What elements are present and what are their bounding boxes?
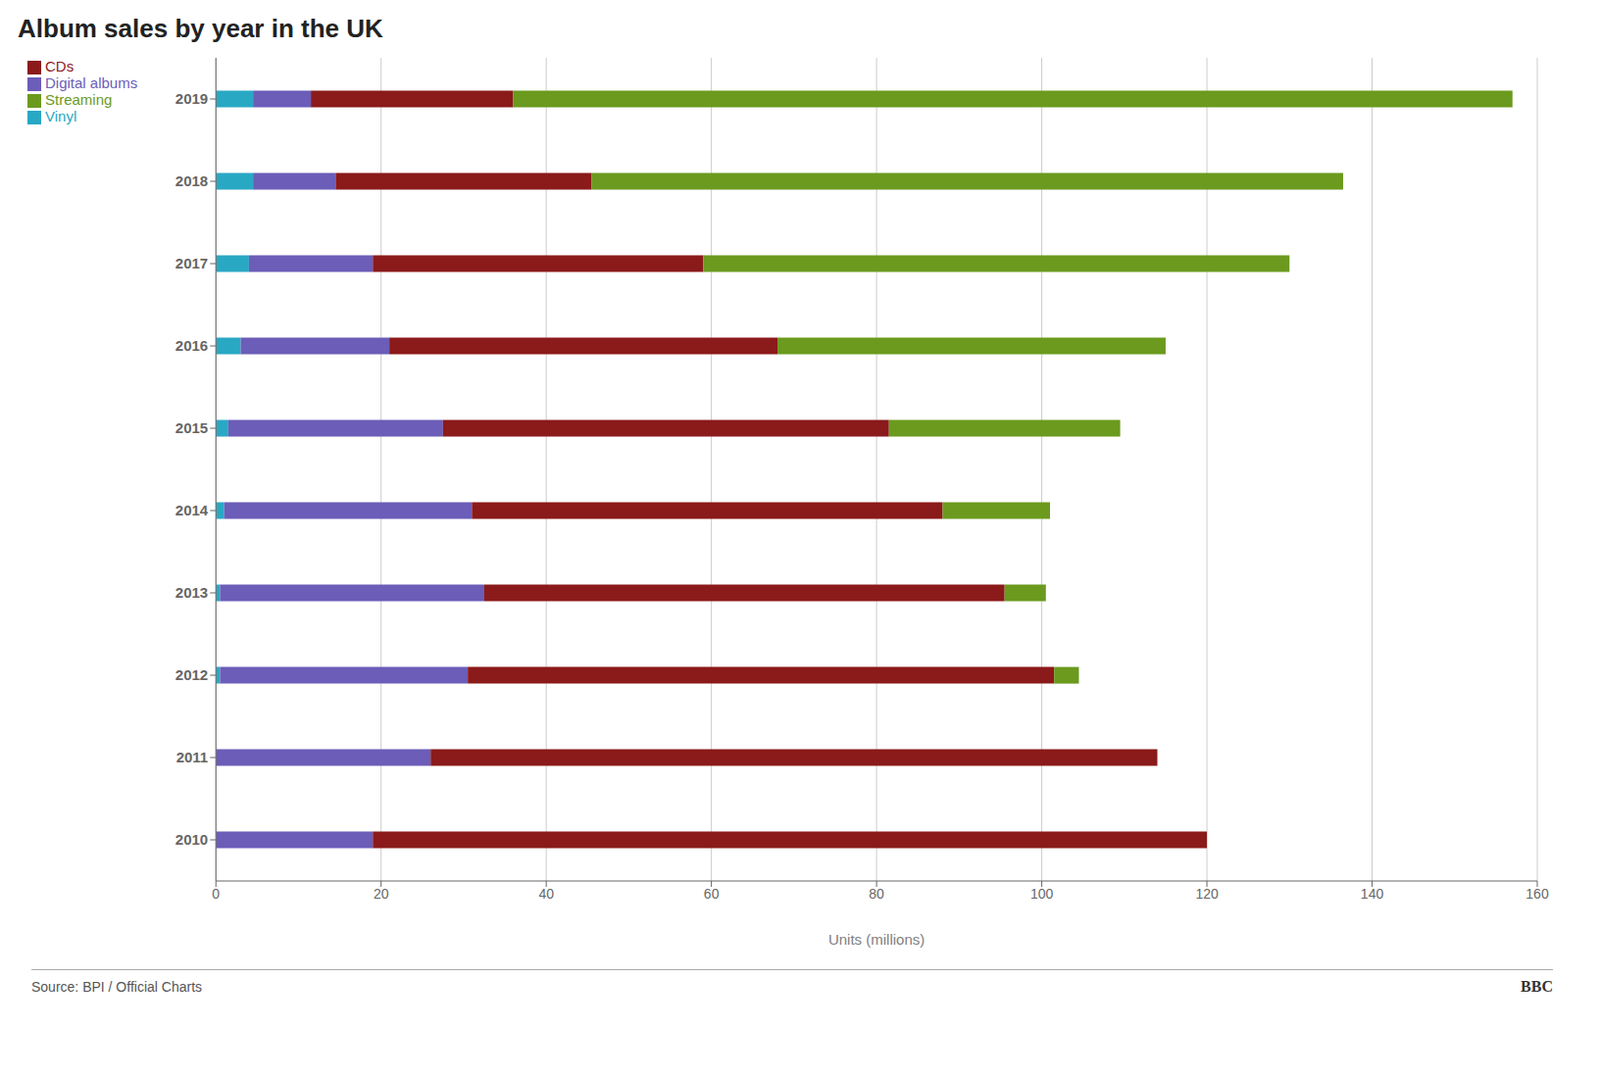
- html-text:BBC: BBC: [1520, 978, 1553, 996]
- svg-text:40: 40: [538, 886, 554, 902]
- html-text:Vinyl: Vinyl: [45, 107, 77, 125]
- svg-text:160: 160: [1525, 886, 1550, 902]
- svg-text:2016: 2016: [175, 337, 208, 354]
- svg-text:2012: 2012: [175, 666, 208, 684]
- svg-text:2018: 2018: [175, 172, 208, 190]
- svg-text:100: 100: [1030, 886, 1054, 902]
- svg-text:Units (millions): Units (millions): [828, 931, 925, 949]
- svg-text:120: 120: [1195, 886, 1219, 902]
- html-text:Album sales by year in the UK: Album sales by year in the UK: [17, 13, 384, 44]
- svg-text:60: 60: [703, 886, 720, 902]
- svg-text:0: 0: [211, 886, 220, 902]
- svg-text:2010: 2010: [175, 831, 208, 849]
- svg-text:2017: 2017: [175, 254, 208, 272]
- html-text:CDs: CDs: [45, 57, 74, 75]
- svg-text:80: 80: [868, 886, 885, 902]
- svg-text:2011: 2011: [176, 749, 209, 766]
- svg-text:2014: 2014: [175, 501, 209, 519]
- svg-text:20: 20: [373, 886, 390, 902]
- html-text:Source: BPI / Official Charts: Source: BPI / Official Charts: [31, 979, 202, 996]
- svg-text:140: 140: [1360, 886, 1385, 902]
- svg-text:2019: 2019: [175, 90, 208, 107]
- svg-text:2015: 2015: [175, 419, 208, 437]
- svg-text:2013: 2013: [175, 584, 208, 601]
- html-text:Digital albums: Digital albums: [45, 74, 138, 92]
- html-text:Streaming: Streaming: [45, 91, 113, 108]
